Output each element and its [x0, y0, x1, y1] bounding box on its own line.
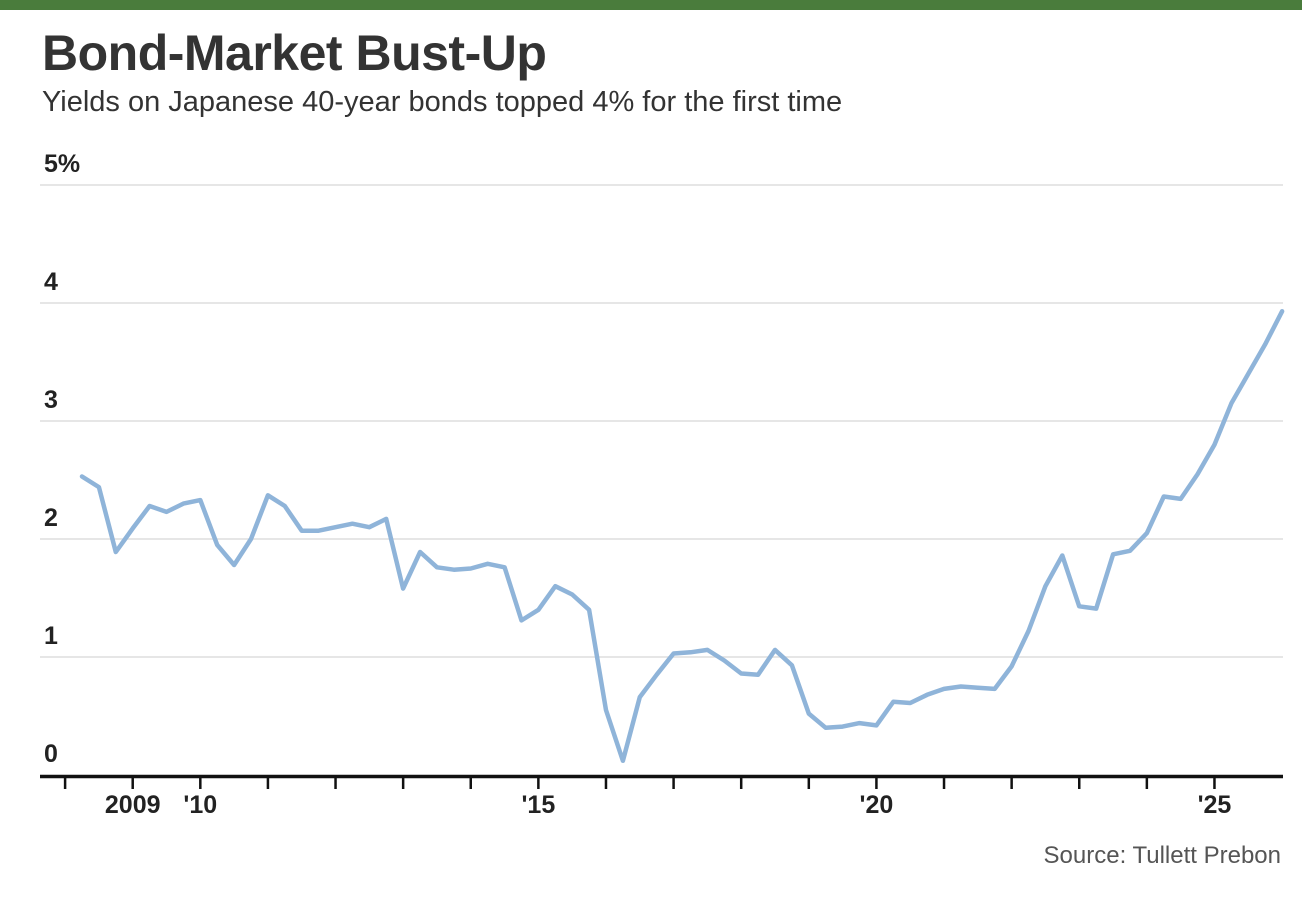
x-axis-label-2015: '15	[521, 791, 556, 819]
x-axis-label-2025: '25	[1197, 791, 1232, 819]
x-axis	[40, 774, 1283, 789]
source-attribution: Source: Tullett Prebon	[1043, 842, 1281, 869]
y-axis-label-3: 3	[44, 386, 58, 414]
top-accent-bar	[0, 0, 1302, 10]
y-axis-label-4: 4	[44, 268, 58, 296]
x-axis-label-2020: '20	[859, 791, 894, 819]
chart-subtitle: Yields on Japanese 40-year bonds topped …	[42, 86, 843, 118]
y-axis-label-2: 2	[44, 504, 58, 532]
gridlines	[40, 184, 1283, 658]
yield-line-series	[79, 309, 1285, 764]
y-axis-label-5: 5%	[44, 150, 81, 178]
y-axis-label-0: 0	[44, 740, 58, 768]
x-axis-label-2009: 2009	[104, 791, 161, 819]
x-axis-label-2010: '10	[183, 791, 218, 819]
bond-yield-line	[79, 309, 1285, 764]
chart-title: Bond-Market Bust-Up	[42, 25, 547, 81]
y-axis-label-1: 1	[44, 622, 58, 650]
